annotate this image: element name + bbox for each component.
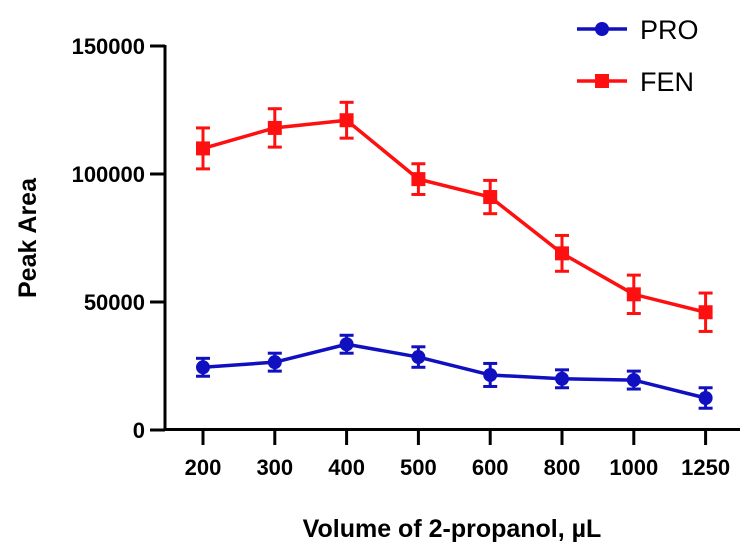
series-line [202, 342, 707, 400]
x-tick-label: 1250 [681, 455, 730, 480]
data-point [339, 337, 354, 352]
x-ticks: 200 300 400 500 600 800 1000 1250 [185, 430, 730, 480]
y-tick-label: 0 [133, 418, 145, 443]
series-line [202, 118, 707, 314]
y-tick-label: 150000 [72, 34, 145, 59]
legend-marker [595, 74, 609, 88]
data-point [698, 391, 713, 405]
y-ticks: 0 50000 100000 150000 [72, 34, 165, 443]
x-tick-label: 200 [185, 455, 222, 480]
x-tick-label: 500 [400, 455, 437, 480]
data-point [267, 355, 282, 370]
x-tick-label: 800 [544, 455, 581, 480]
data-point [626, 373, 641, 388]
legend-marker [595, 22, 609, 36]
x-axis-title: Volume of 2-propanol, µL [303, 515, 602, 543]
x-tick-label: 300 [256, 455, 293, 480]
data-point [196, 141, 210, 156]
data-point [196, 360, 210, 375]
data-point [483, 190, 498, 205]
x-tick-label: 1000 [609, 455, 658, 480]
data-point [698, 305, 713, 320]
data-point [555, 371, 569, 386]
legend-label: PRO [640, 15, 699, 45]
series-layer [196, 100, 713, 410]
data-point [339, 113, 354, 128]
x-tick-label: 400 [328, 455, 365, 480]
data-point [483, 367, 498, 382]
x-tick-label: 600 [472, 455, 509, 480]
data-point [411, 350, 426, 365]
y-tick-label: 50000 [84, 290, 145, 315]
data-point [267, 120, 282, 135]
series-pro [196, 333, 713, 410]
legend: PRO FEN [577, 15, 699, 97]
series-fen [196, 100, 713, 333]
data-point [411, 172, 426, 187]
y-axis-title: Peak Area [14, 177, 42, 298]
y-tick-label: 100000 [72, 162, 145, 187]
data-point [555, 246, 569, 261]
data-point [626, 287, 641, 302]
axes [163, 45, 740, 431]
legend-label: FEN [640, 67, 694, 97]
